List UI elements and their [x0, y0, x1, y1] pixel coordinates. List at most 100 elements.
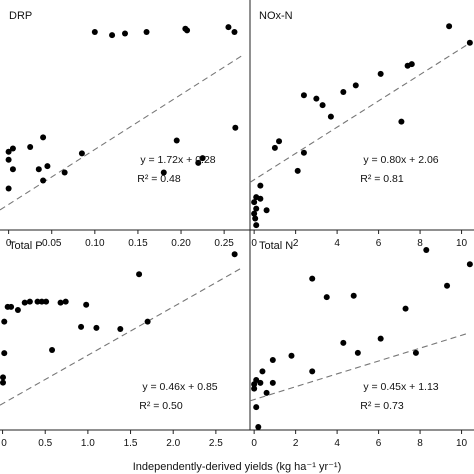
data-point-total-n	[257, 379, 264, 386]
data-point-total-p	[1, 350, 8, 357]
data-point-total-n	[350, 292, 357, 299]
x-axis-label: Independently-derived yields (kg ha⁻¹ yr…	[133, 461, 341, 473]
data-point-total-n	[255, 424, 262, 430]
x-tick-label-total-n: 10	[456, 438, 468, 449]
data-point-drp	[143, 28, 150, 35]
x-tick-label-drp: 0.25	[214, 238, 234, 249]
data-point-total-p	[1, 318, 8, 325]
regression-line-total-n	[249, 333, 467, 402]
r-squared-nox-n: R² = 0.81	[360, 173, 404, 185]
equation-drp: y = 1.72x + 0.28	[140, 154, 215, 166]
panel-label-total-p: Total P	[9, 240, 43, 252]
data-point-total-p	[83, 301, 90, 308]
data-point-total-n	[444, 282, 451, 289]
data-point-total-n	[412, 349, 419, 356]
x-tick-label-drp: 0.10	[85, 238, 105, 249]
data-point-drp	[9, 166, 16, 173]
data-point-total-p	[43, 298, 50, 305]
data-point-nox-n	[251, 210, 258, 217]
data-point-total-n	[423, 247, 430, 253]
data-point-drp	[35, 166, 42, 173]
data-point-total-n	[253, 404, 260, 411]
panel-label-drp: DRP	[9, 10, 32, 22]
x-tick-label-nox-n: 6	[376, 238, 382, 249]
data-point-total-p	[4, 303, 11, 310]
data-point-nox-n	[398, 118, 405, 125]
data-point-total-p	[49, 347, 56, 353]
data-point-drp	[44, 163, 51, 170]
data-point-drp	[109, 32, 116, 39]
x-tick-label-drp: 0	[6, 238, 12, 249]
data-point-nox-n	[263, 207, 270, 214]
data-point-total-n	[288, 352, 295, 359]
data-point-total-p	[93, 324, 100, 331]
x-tick-label-total-p: 1.5	[124, 438, 138, 449]
equation-total-p: y = 0.46x + 0.85	[142, 381, 217, 393]
x-tick-label-nox-n: 0	[251, 238, 257, 249]
data-point-total-n	[309, 275, 316, 282]
data-point-total-n	[259, 368, 266, 375]
data-point-total-p	[21, 299, 28, 306]
data-point-drp	[40, 177, 47, 184]
data-point-nox-n	[340, 89, 347, 95]
data-point-drp	[225, 24, 232, 31]
x-tick-label-nox-n: 10	[456, 238, 468, 249]
x-tick-label-total-p: 2.5	[209, 438, 223, 449]
data-point-total-n	[377, 335, 384, 342]
data-point-total-p	[144, 318, 151, 325]
data-point-drp	[5, 156, 12, 163]
data-point-total-p	[117, 325, 124, 332]
data-point-drp	[40, 134, 47, 141]
data-point-total-n	[251, 381, 258, 388]
data-point-total-n	[269, 379, 276, 386]
data-point-nox-n	[251, 199, 258, 206]
data-point-total-n	[466, 261, 473, 268]
data-point-drp	[78, 150, 85, 157]
panel-label-nox-n: NOx-N	[259, 10, 293, 22]
x-tick-label-total-p: 0	[1, 438, 7, 449]
data-point-drp	[173, 137, 180, 144]
data-point-drp	[231, 28, 238, 35]
data-point-nox-n	[253, 222, 260, 229]
panel-total-n: 0 2 4 6 8 10 Total N y = 0.45x + 1.13 R² = 0.73	[249, 230, 474, 449]
data-point-total-p	[231, 251, 238, 258]
x-tick-label-drp: 0.20	[171, 238, 191, 249]
x-tick-label-total-n: 4	[334, 438, 340, 449]
data-point-total-p	[57, 299, 64, 306]
panel-total-p: 0 0.5 1.0 1.5 2.0 2.5 Total P y = 0.46x + 0.85 R…	[0, 240, 250, 449]
data-point-total-p	[0, 374, 6, 381]
data-point-total-n	[269, 357, 276, 363]
data-point-drp	[27, 143, 34, 150]
r-squared-total-p: R² = 0.50	[139, 400, 183, 412]
data-point-nox-n	[313, 95, 320, 102]
data-point-nox-n	[300, 149, 307, 156]
data-point-total-n	[251, 385, 258, 392]
data-point-nox-n	[257, 182, 264, 189]
data-point-total-n	[263, 389, 270, 396]
data-point-total-n	[354, 349, 361, 356]
regression-line-total-p	[0, 267, 242, 406]
data-point-drp	[195, 159, 202, 166]
x-tick-label-nox-n: 8	[417, 238, 423, 249]
data-point-drp	[61, 169, 68, 176]
data-point-total-p	[34, 298, 41, 305]
x-tick-label-total-p: 2.0	[166, 438, 180, 449]
panel-drp: 0 0.05 0.10 0.15 0.20 0.25 DRP y = 1.72x + 0.28…	[0, 10, 250, 249]
data-point-nox-n	[253, 205, 260, 212]
data-point-total-p	[62, 298, 69, 305]
regression-line-nox-n	[249, 44, 467, 183]
data-point-nox-n	[300, 92, 307, 99]
data-point-nox-n	[446, 23, 453, 30]
x-tick-label-total-p: 1.0	[81, 438, 95, 449]
data-point-nox-n	[319, 102, 326, 109]
data-point-drp	[160, 169, 167, 176]
data-point-total-n	[402, 305, 409, 312]
data-point-drp	[232, 124, 239, 131]
data-point-drp	[199, 155, 206, 162]
data-point-nox-n	[294, 167, 301, 174]
data-point-total-p	[78, 323, 85, 330]
data-point-total-p	[14, 307, 21, 313]
data-point-total-p	[136, 271, 143, 278]
x-tick-label-total-n: 2	[293, 438, 299, 449]
